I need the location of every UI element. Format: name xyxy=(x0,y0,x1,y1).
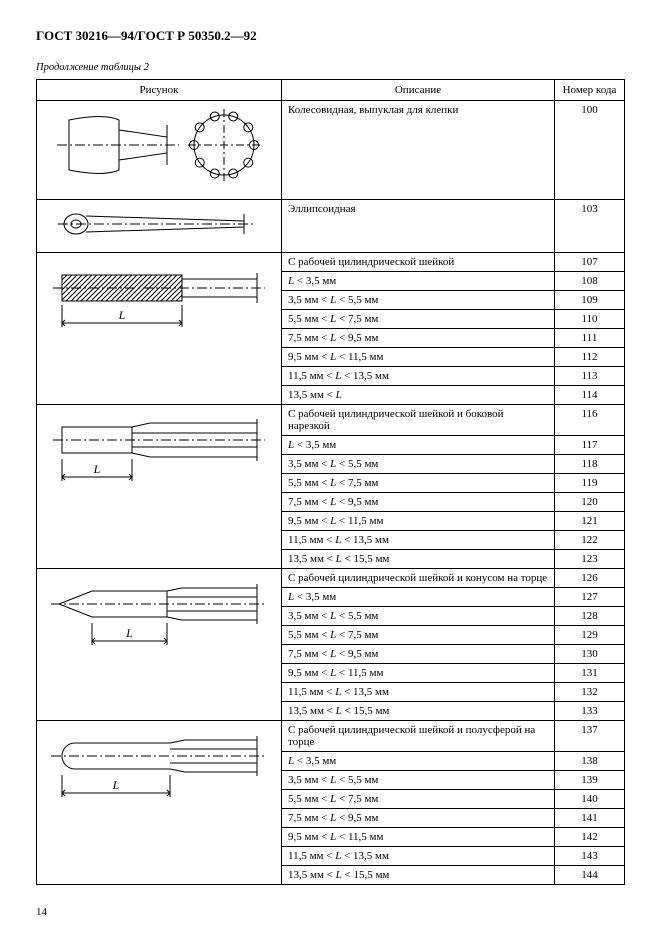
description-cell: L < 3,5 мм xyxy=(282,752,555,771)
table-row: Колесовидная, выпуклая для клепки100 xyxy=(37,101,625,200)
description-cell: 13,5 мм < L < 15,5 мм xyxy=(282,866,555,885)
table-row: LС рабочей цилиндрической шейкой и боков… xyxy=(37,405,625,436)
code-cell: 129 xyxy=(555,626,625,645)
description-cell: 5,5 мм < L < 7,5 мм xyxy=(282,626,555,645)
code-cell: 113 xyxy=(555,367,625,386)
code-cell: 110 xyxy=(555,310,625,329)
description-cell: 9,5 мм < L < 11,5 мм xyxy=(282,348,555,367)
svg-text:L: L xyxy=(125,626,133,640)
description-cell: 7,5 мм < L < 9,5 мм xyxy=(282,329,555,348)
code-cell: 122 xyxy=(555,531,625,550)
page-number: 14 xyxy=(36,906,47,918)
code-cell: 126 xyxy=(555,569,625,588)
code-cell: 123 xyxy=(555,550,625,569)
table-continuation: Продолжение таблицы 2 xyxy=(36,62,625,73)
description-cell: 9,5 мм < L < 11,5 мм xyxy=(282,828,555,847)
col-header-code: Номер кода xyxy=(555,80,625,101)
description-cell: 9,5 мм < L < 11,5 мм xyxy=(282,664,555,683)
description-cell: 11,5 мм < L < 13,5 мм xyxy=(282,847,555,866)
figure-svg xyxy=(54,204,264,244)
figure-cell xyxy=(37,200,282,253)
description-cell: 3,5 мм < L < 5,5 мм xyxy=(282,607,555,626)
code-cell: 131 xyxy=(555,664,625,683)
code-cell: 112 xyxy=(555,348,625,367)
figure-cell: L xyxy=(37,569,282,721)
table-row: LС рабочей цилиндрической шейкой и полус… xyxy=(37,721,625,752)
code-cell: 103 xyxy=(555,200,625,253)
code-cell: 114 xyxy=(555,386,625,405)
description-cell: 13,5 мм < L < 15,5 мм xyxy=(282,702,555,721)
code-cell: 137 xyxy=(555,721,625,752)
description-cell: С рабочей цилиндрической шейкой и полусф… xyxy=(282,721,555,752)
description-cell: 13,5 мм < L < 15,5 мм xyxy=(282,550,555,569)
description-cell: 5,5 мм < L < 7,5 мм xyxy=(282,790,555,809)
description-cell: 3,5 мм < L < 5,5 мм xyxy=(282,455,555,474)
code-cell: 144 xyxy=(555,866,625,885)
svg-text:L: L xyxy=(92,462,100,476)
code-cell: 128 xyxy=(555,607,625,626)
code-cell: 139 xyxy=(555,771,625,790)
description-cell: 11,5 мм < L < 13,5 мм xyxy=(282,367,555,386)
description-cell: Эллипсоидная xyxy=(282,200,555,253)
code-cell: 109 xyxy=(555,291,625,310)
description-cell: L < 3,5 мм xyxy=(282,272,555,291)
spec-table: Рисунок Описание Номер кода Колесовидная… xyxy=(36,79,625,885)
code-cell: 140 xyxy=(555,790,625,809)
description-cell: 7,5 мм < L < 9,5 мм xyxy=(282,645,555,664)
description-cell: С рабочей цилиндрической шейкой и боково… xyxy=(282,405,555,436)
code-cell: 100 xyxy=(555,101,625,200)
code-cell: 141 xyxy=(555,809,625,828)
description-cell: 5,5 мм < L < 7,5 мм xyxy=(282,474,555,493)
doc-title: ГОСТ 30216—94/ГОСТ Р 50350.2—92 xyxy=(36,28,625,44)
table-row: LС рабочей цилиндрической шейкой107 xyxy=(37,253,625,272)
code-cell: 111 xyxy=(555,329,625,348)
code-cell: 116 xyxy=(555,405,625,436)
description-cell: 3,5 мм < L < 5,5 мм xyxy=(282,771,555,790)
code-cell: 118 xyxy=(555,455,625,474)
code-cell: 133 xyxy=(555,702,625,721)
figure-cell xyxy=(37,101,282,200)
code-cell: 143 xyxy=(555,847,625,866)
code-cell: 108 xyxy=(555,272,625,291)
description-cell: С рабочей цилиндрической шейкой xyxy=(282,253,555,272)
table-header-row: Рисунок Описание Номер кода xyxy=(37,80,625,101)
code-cell: 119 xyxy=(555,474,625,493)
description-cell: С рабочей цилиндрической шейкой и конусо… xyxy=(282,569,555,588)
figure-cell: L xyxy=(37,405,282,569)
description-cell: 7,5 мм < L < 9,5 мм xyxy=(282,493,555,512)
code-cell: 138 xyxy=(555,752,625,771)
description-cell: Колесовидная, выпуклая для клепки xyxy=(282,101,555,200)
code-cell: 132 xyxy=(555,683,625,702)
description-cell: 7,5 мм < L < 9,5 мм xyxy=(282,809,555,828)
code-cell: 121 xyxy=(555,512,625,531)
svg-text:L: L xyxy=(111,778,119,792)
code-cell: 117 xyxy=(555,436,625,455)
description-cell: 9,5 мм < L < 11,5 мм xyxy=(282,512,555,531)
description-cell: 11,5 мм < L < 13,5 мм xyxy=(282,683,555,702)
figure-cell: L xyxy=(37,253,282,405)
code-cell: 127 xyxy=(555,588,625,607)
description-cell: 5,5 мм < L < 7,5 мм xyxy=(282,310,555,329)
figure-svg: L xyxy=(47,409,272,491)
figure-svg xyxy=(49,105,269,185)
col-header-description: Описание xyxy=(282,80,555,101)
figure-svg: L xyxy=(47,573,272,655)
figure-svg: L xyxy=(47,725,272,807)
code-cell: 130 xyxy=(555,645,625,664)
table-row: Эллипсоидная103 xyxy=(37,200,625,253)
code-cell: 120 xyxy=(555,493,625,512)
svg-text:L: L xyxy=(117,308,125,322)
description-cell: 13,5 мм < L xyxy=(282,386,555,405)
code-cell: 142 xyxy=(555,828,625,847)
figure-cell: L xyxy=(37,721,282,885)
description-cell: 3,5 мм < L < 5,5 мм xyxy=(282,291,555,310)
description-cell: L < 3,5 мм xyxy=(282,588,555,607)
description-cell: L < 3,5 мм xyxy=(282,436,555,455)
description-cell: 11,5 мм < L < 13,5 мм xyxy=(282,531,555,550)
col-header-figure: Рисунок xyxy=(37,80,282,101)
table-row: LС рабочей цилиндрической шейкой и конус… xyxy=(37,569,625,588)
figure-svg: L xyxy=(47,257,272,337)
code-cell: 107 xyxy=(555,253,625,272)
